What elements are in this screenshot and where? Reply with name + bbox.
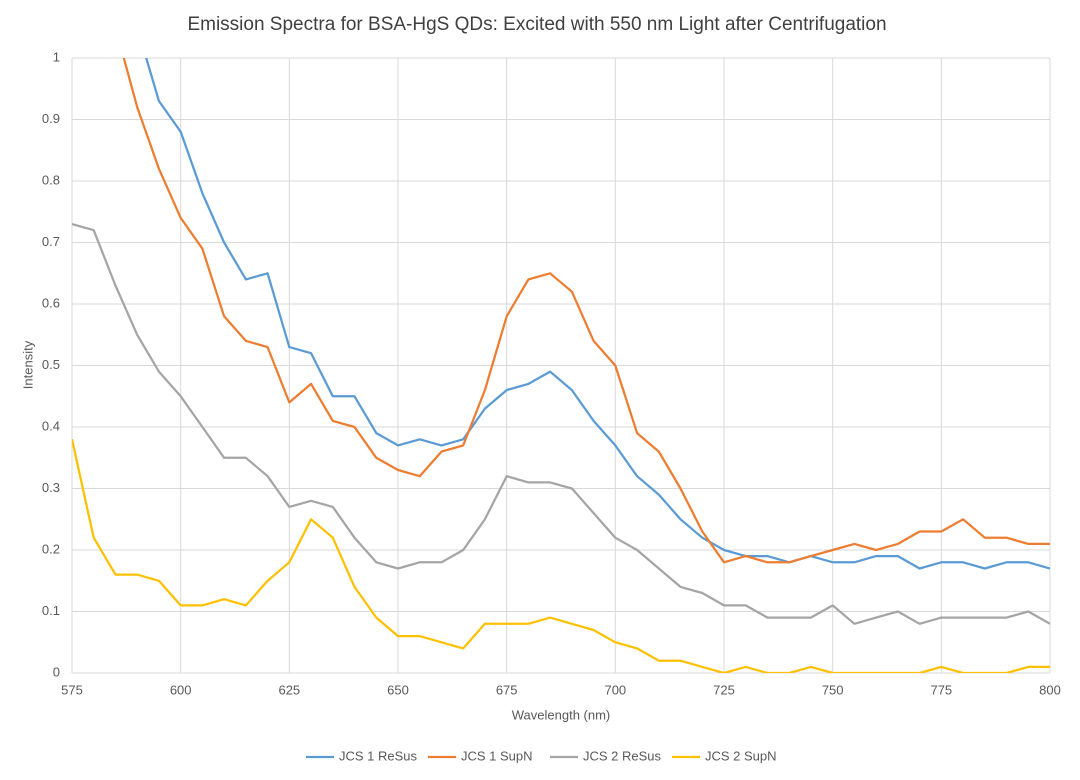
x-tick-label: 650	[387, 682, 409, 697]
legend-label: JCS 1 SupN	[461, 748, 533, 763]
x-tick-label: 575	[61, 682, 83, 697]
x-tick-label: 775	[930, 682, 952, 697]
legend-label: JCS 2 SupN	[705, 748, 777, 763]
legend-label: JCS 2 ReSus	[583, 748, 662, 763]
y-axis-label: Intensity	[20, 340, 35, 389]
y-tick-label: 0.1	[42, 603, 60, 618]
chart-title: Emission Spectra for BSA-HgS QDs: Excite…	[187, 14, 886, 35]
x-tick-label: 700	[604, 682, 626, 697]
x-tick-label: 750	[822, 682, 844, 697]
y-tick-label: 0.2	[42, 541, 60, 556]
y-tick-label: 0	[53, 664, 60, 679]
x-tick-label: 675	[496, 682, 518, 697]
series-line	[122, 58, 1050, 564]
y-tick-label: 0.7	[42, 234, 60, 249]
x-axis-label: Wavelength (nm)	[512, 707, 611, 722]
series-line	[72, 223, 1050, 625]
plot-area	[72, 58, 1050, 673]
y-tick-label: 0.5	[42, 357, 60, 372]
series-line	[145, 58, 1050, 570]
x-tick-label: 625	[278, 682, 300, 697]
legend-label: JCS 1 ReSus	[339, 748, 418, 763]
x-tick-label: 725	[713, 682, 735, 697]
y-tick-label: 0.8	[42, 172, 60, 187]
y-tick-label: 0.4	[42, 418, 60, 433]
y-tick-label: 0.3	[42, 480, 60, 495]
y-tick-label: 0.9	[42, 111, 60, 126]
y-tick-label: 1	[53, 49, 60, 64]
x-tick-label: 600	[170, 682, 192, 697]
x-tick-label: 800	[1039, 682, 1061, 697]
y-tick-label: 0.6	[42, 295, 60, 310]
series-line	[72, 439, 1050, 673]
